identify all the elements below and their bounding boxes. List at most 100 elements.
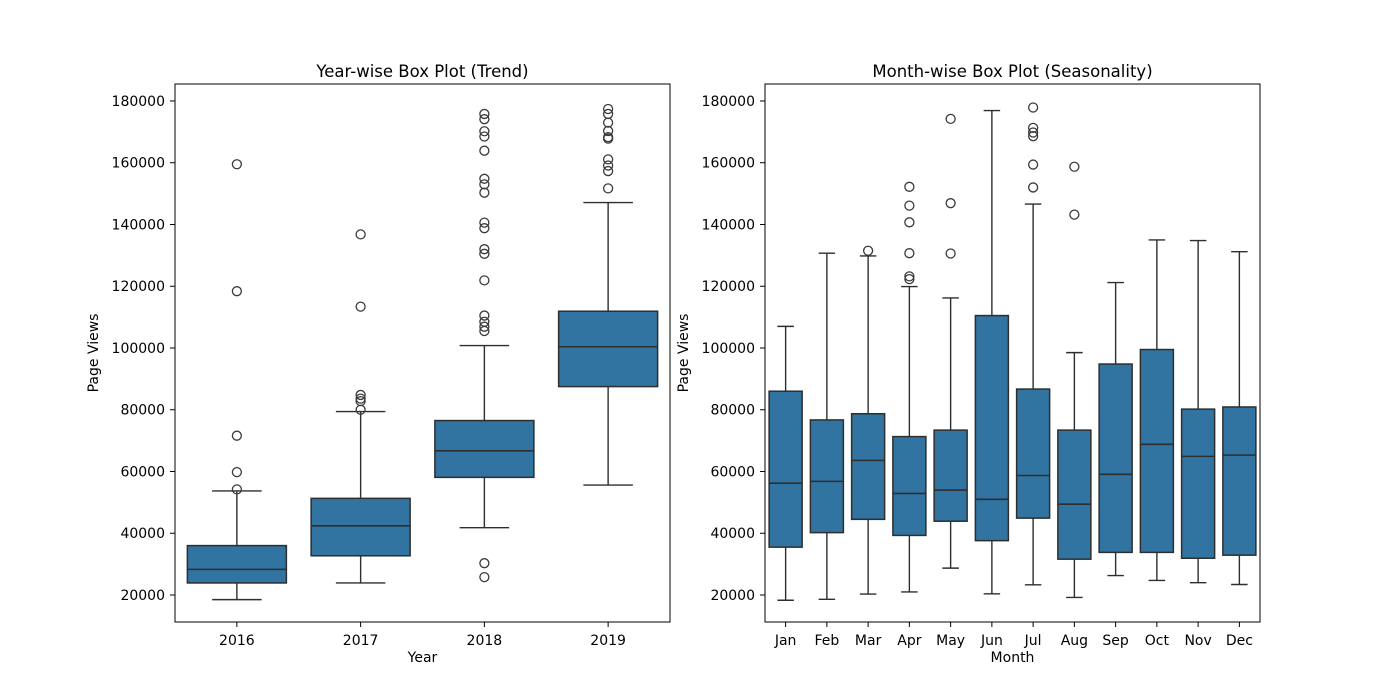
- x-tick-label: Jun: [980, 633, 1003, 649]
- month-plot-x-ticks: Jan Feb Mar Apr May Jun Jul Aug Sep Oct Nov Dec: [774, 622, 1253, 649]
- outlier-point: [1027, 127, 1039, 138]
- month-plot-ylabel: Page Views: [676, 314, 692, 393]
- box: [768, 390, 803, 548]
- y-tick-label: 20000: [120, 588, 165, 604]
- outlier-point: [862, 245, 874, 256]
- year-plot-xlabel: Year: [407, 650, 438, 666]
- y-tick-label: 100000: [112, 341, 165, 357]
- outlier-point: [355, 389, 366, 401]
- outlier-point: [479, 571, 490, 583]
- box: [974, 314, 1010, 542]
- outlier-point: [602, 160, 614, 171]
- outlier-point: [479, 187, 490, 198]
- x-tick-label: Feb: [814, 633, 839, 649]
- outlier-point: [355, 393, 366, 404]
- y-tick-label: 60000: [120, 464, 165, 480]
- outlier-point: [602, 183, 614, 194]
- box: [1015, 388, 1051, 519]
- year-plot-ylabel: Page Views: [86, 314, 102, 393]
- x-tick-label: Dec: [1226, 633, 1253, 649]
- outlier-point: [602, 103, 614, 115]
- x-tick-label: May: [936, 633, 965, 649]
- year-plot-x-ticks: 2016 2017 2018 2019: [219, 622, 626, 649]
- y-tick-label: 100000: [702, 341, 755, 357]
- outlier-point: [479, 173, 490, 184]
- y-tick-label: 140000: [112, 217, 165, 233]
- y-tick-label: 120000: [702, 279, 755, 295]
- box: [1180, 408, 1216, 560]
- outlier-point: [479, 145, 490, 156]
- outlier-point: [479, 310, 490, 321]
- outlier-point: [904, 271, 915, 282]
- outlier-point: [479, 558, 490, 569]
- box: [1098, 363, 1133, 554]
- x-tick-label: 2016: [219, 633, 255, 649]
- outlier-point: [602, 154, 614, 165]
- outlier-point: [904, 200, 915, 211]
- x-tick-label: Jan: [774, 633, 797, 649]
- month-plot-xlabel: Month: [991, 650, 1035, 666]
- outlier-point: [479, 179, 490, 190]
- outlier-point: [1027, 159, 1039, 170]
- outlier-point: [945, 198, 956, 209]
- box: [850, 413, 886, 521]
- box: [933, 429, 968, 522]
- box: [557, 310, 659, 388]
- outlier-point: [1027, 122, 1039, 133]
- y-tick-label: 80000: [710, 403, 755, 419]
- y-tick-label: 20000: [710, 588, 755, 604]
- y-tick-label: 120000: [112, 279, 165, 295]
- y-tick-label: 160000: [112, 156, 165, 172]
- x-tick-label: Aug: [1061, 633, 1088, 649]
- y-tick-label: 180000: [112, 94, 165, 110]
- outlier-point: [1069, 209, 1080, 220]
- x-tick-label: Apr: [897, 633, 921, 649]
- box: [1139, 348, 1175, 554]
- x-tick-label: 2019: [590, 633, 626, 649]
- outlier-point: [1027, 102, 1039, 113]
- outlier-point: [602, 108, 614, 120]
- y-tick-label: 160000: [702, 156, 755, 172]
- box: [809, 419, 845, 534]
- x-tick-label: 2018: [467, 633, 503, 649]
- outlier-point: [1027, 182, 1039, 193]
- outlier-point: [355, 229, 366, 240]
- outlier-point: [231, 430, 243, 441]
- outlier-point: [231, 484, 243, 495]
- y-tick-label: 40000: [120, 526, 165, 542]
- outlier-point: [479, 114, 490, 125]
- y-tick-label: 40000: [710, 526, 755, 542]
- outlier-point: [904, 273, 915, 285]
- year-plot: Year-wise Box Plot (Trend) 20000 40000 600…: [86, 62, 671, 666]
- box: [310, 497, 411, 557]
- box: [892, 435, 927, 537]
- box: [1057, 429, 1092, 560]
- outlier-point: [945, 248, 956, 259]
- outlier-point: [479, 108, 490, 120]
- box: [1222, 406, 1257, 556]
- outlier-point: [602, 165, 614, 177]
- x-tick-label: 2017: [343, 633, 379, 649]
- y-tick-label: 140000: [702, 217, 755, 233]
- y-tick-label: 180000: [702, 94, 755, 110]
- outlier-point: [904, 181, 915, 192]
- x-tick-label: Mar: [855, 633, 882, 649]
- outlier-point: [945, 113, 956, 125]
- month-plot-frame: [764, 83, 1261, 623]
- outlier-point: [479, 217, 490, 228]
- outlier-point: [479, 244, 490, 255]
- outlier-point: [355, 301, 366, 312]
- outlier-point: [231, 286, 243, 297]
- month-plot-boxes: [768, 102, 1257, 601]
- outlier-point: [479, 131, 490, 142]
- month-plot: Month-wise Box Plot (Seasonality) 20000 4…: [676, 62, 1261, 666]
- y-tick-label: 80000: [120, 403, 165, 419]
- year-plot-title: Year-wise Box Plot (Trend): [315, 62, 528, 81]
- x-tick-label: Nov: [1184, 633, 1211, 649]
- outlier-point: [904, 217, 915, 228]
- outlier-point: [479, 316, 490, 327]
- box: [434, 419, 535, 479]
- outlier-point: [904, 248, 915, 259]
- outlier-point: [231, 159, 243, 170]
